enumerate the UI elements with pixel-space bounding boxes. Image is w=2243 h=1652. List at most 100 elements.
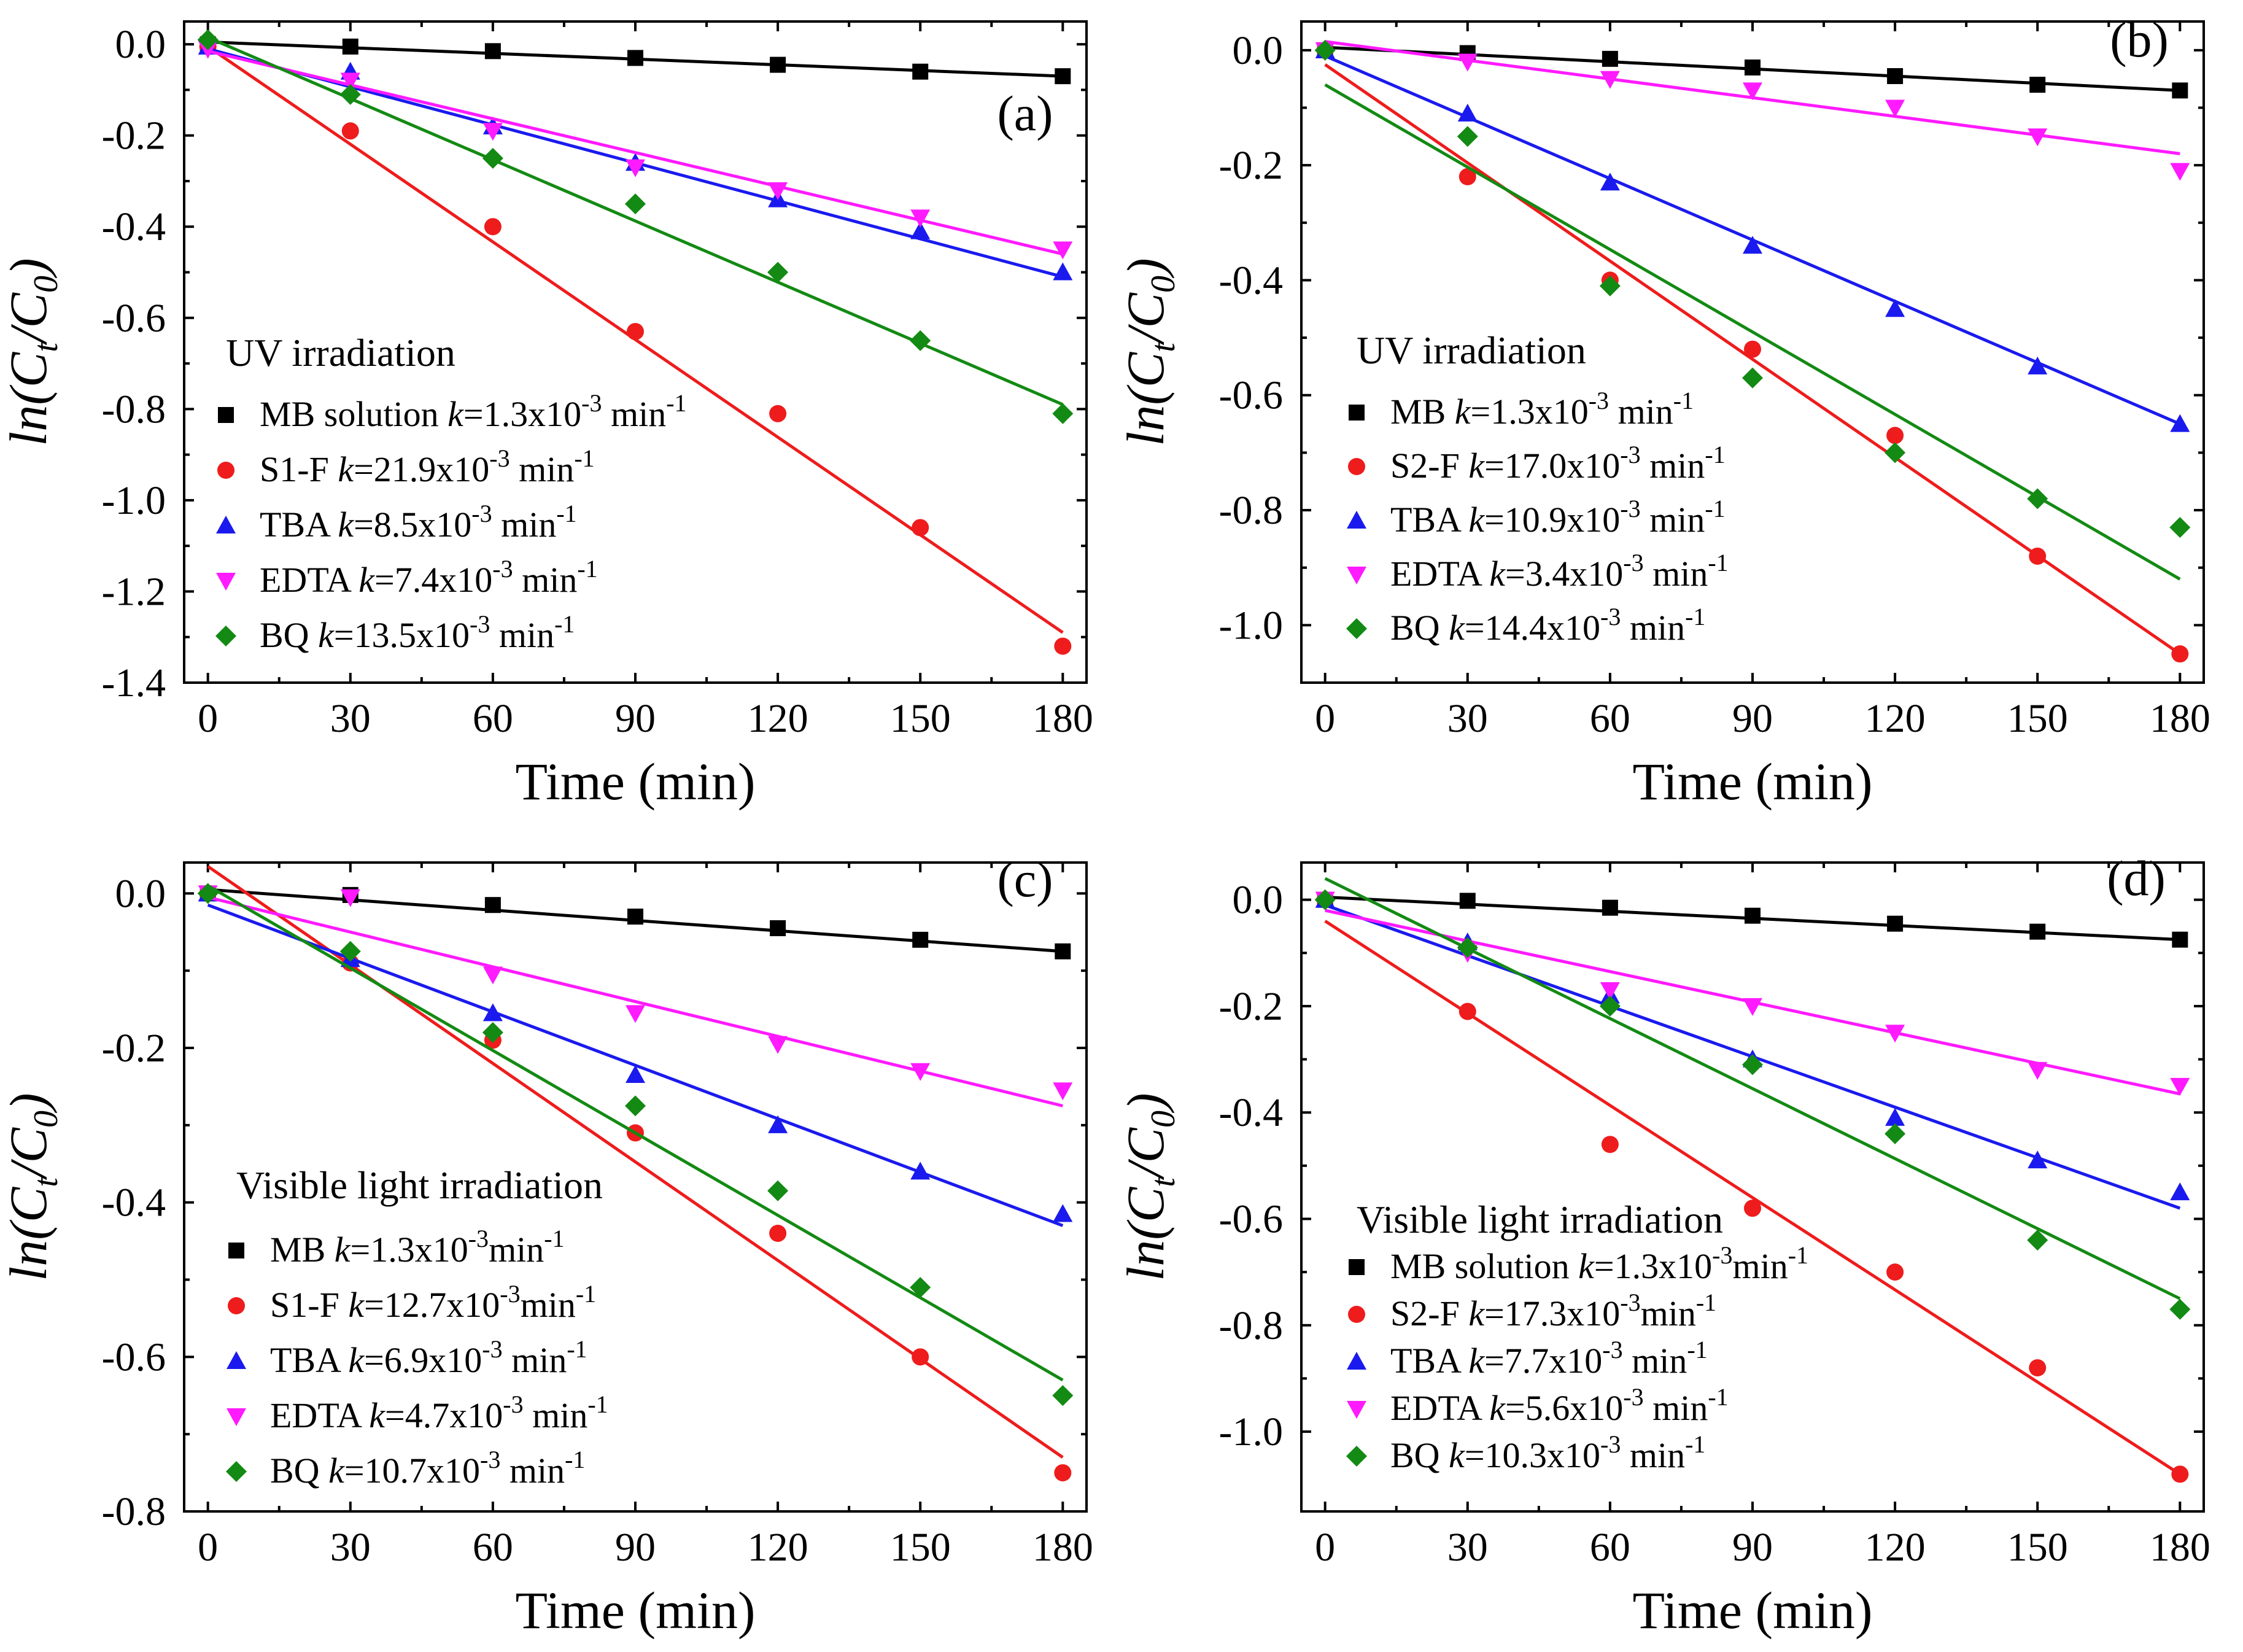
- series-bq: [1314, 877, 2191, 1320]
- legend-marker: [1347, 1352, 1366, 1370]
- data-point: [2029, 923, 2046, 940]
- data-point: [2028, 128, 2048, 147]
- y-tick-label: -0.6: [102, 1335, 166, 1379]
- legend-k-exponent: -3: [489, 444, 509, 472]
- legend-k-symbol: k: [1449, 608, 1465, 648]
- legend-unit-exponent: -1: [587, 1390, 608, 1418]
- y-tick-label: -0.8: [1219, 488, 1283, 533]
- legend-k-exponent: -3: [1602, 1336, 1622, 1363]
- legend-label: MB solution k=1.3x10-3 min-1: [260, 389, 687, 434]
- panel-label: (b): [2110, 12, 2169, 68]
- legend-series-name: EDTA: [1390, 554, 1489, 594]
- x-axis-title: Time (min): [1632, 752, 1872, 811]
- legend-label: TBA k=6.9x10-3 min-1: [270, 1335, 587, 1380]
- data-point: [2027, 1230, 2048, 1251]
- y-tick-label: -0.4: [1219, 258, 1283, 303]
- legend-k-value: =17.0x10: [1484, 446, 1620, 486]
- legend-series-name: TBA: [270, 1340, 348, 1380]
- legend-series-name: MB: [1390, 392, 1455, 432]
- legend-unit-exponent: -1: [1788, 1241, 1808, 1269]
- series-bq: [197, 883, 1074, 1406]
- legend-k-unit: min: [490, 615, 554, 655]
- data-point: [1053, 1082, 1073, 1101]
- y-tick-label: -1.0: [102, 478, 166, 523]
- legend-unit-exponent: -1: [574, 444, 594, 472]
- y-tick-label: -1.0: [1219, 1410, 1283, 1454]
- data-point: [767, 262, 789, 283]
- data-point: [1886, 427, 1904, 444]
- x-tick-label: 30: [1447, 696, 1488, 741]
- legend-label: MB k=1.3x10-3 min-1: [1390, 387, 1694, 432]
- y-title-part: ln(C: [0, 351, 58, 446]
- legend-k-exponent: -3: [1600, 1430, 1621, 1458]
- legend-k-value: =10.7x10: [344, 1451, 480, 1491]
- series-tba: [198, 36, 1073, 281]
- chart-panel-3: 0 30 60 90 120 150 180 0.0 -0.2 -0.4 -0.6 -0.8 -1.0 T…: [1116, 850, 2210, 1640]
- data-point: [1601, 1136, 1619, 1154]
- data-point: [912, 519, 929, 537]
- data-point: [2170, 1182, 2190, 1201]
- data-point: [2170, 163, 2190, 181]
- legend-k-value: =6.9x10: [364, 1340, 482, 1380]
- legend-label: TBA k=8.5x10-3 min-1: [260, 500, 577, 545]
- legend-series-name: EDTA: [1390, 1388, 1489, 1428]
- y-tick-label: -0.8: [1219, 1303, 1283, 1348]
- data-point: [912, 63, 929, 80]
- y-title-part: /C: [1116, 1127, 1175, 1180]
- data-point: [2170, 1077, 2190, 1096]
- data-point: [1743, 998, 1762, 1016]
- fit-line: [207, 49, 1063, 256]
- data-point: [1459, 893, 1476, 909]
- legend-unit-exponent: -1: [1685, 1430, 1705, 1458]
- legend-k-exponent: -3: [482, 1335, 502, 1363]
- legend-k-unit: min: [1641, 1293, 1696, 1333]
- data-point: [768, 1115, 788, 1133]
- x-tick-label: 150: [2007, 696, 2068, 741]
- data-point: [1052, 1385, 1074, 1406]
- legend-k-exponent: -3: [492, 555, 513, 583]
- data-point: [1457, 937, 1478, 958]
- data-point: [1886, 1263, 1904, 1281]
- legend-marker: [1347, 567, 1366, 584]
- legend-marker: [1346, 618, 1367, 639]
- legend-label: MB solution k=1.3x10-3min-1: [1390, 1241, 1808, 1286]
- data-point: [1742, 1054, 1763, 1076]
- legend-k-exponent: -3: [480, 1446, 500, 1473]
- y-tick-label: -0.6: [1219, 373, 1283, 418]
- data-point: [625, 193, 646, 215]
- data-point: [767, 1180, 789, 1201]
- y-tick-label: 0.0: [115, 22, 166, 67]
- y-axis-title: ln(Ct/C0): [0, 1093, 65, 1281]
- data-point: [1314, 39, 1336, 61]
- x-tick-label: 0: [1315, 1525, 1335, 1570]
- x-tick-label: 90: [615, 696, 656, 741]
- data-point: [1600, 982, 1620, 1000]
- legend-series-name: TBA: [260, 505, 338, 545]
- y-tick-label: 0.0: [115, 871, 166, 916]
- legend-marker: [1348, 1306, 1365, 1323]
- series-edta: [198, 885, 1073, 1107]
- legend-marker: [216, 516, 236, 533]
- legend-series-name: MB solution: [1390, 1246, 1578, 1286]
- legend-k-symbol: k: [1468, 1293, 1485, 1333]
- data-point: [1742, 367, 1763, 389]
- x-tick-label: 150: [890, 696, 951, 741]
- data-point: [482, 1003, 503, 1022]
- legend-series-name: S2-F: [1390, 446, 1468, 486]
- data-point: [341, 122, 359, 140]
- data-point: [339, 940, 361, 962]
- legend-unit-exponent: -1: [556, 500, 576, 527]
- data-point: [910, 1277, 931, 1298]
- y-tick-label: 0.0: [1233, 878, 1284, 923]
- y-tick-label: -0.6: [1219, 1196, 1283, 1241]
- legend-series-name: EDTA: [260, 560, 358, 600]
- series-bq: [1314, 39, 2191, 581]
- legend-k-exponent: -3: [1623, 1383, 1643, 1411]
- legend-k-symbol: k: [348, 1285, 365, 1325]
- legend-k-unit: min: [1732, 1246, 1788, 1286]
- legend-k-value: =1.3x10: [463, 394, 581, 434]
- legend-k-symbol: k: [328, 1451, 345, 1491]
- series-edta: [198, 41, 1073, 260]
- legend-k-symbol: k: [447, 394, 464, 434]
- data-point: [910, 221, 931, 239]
